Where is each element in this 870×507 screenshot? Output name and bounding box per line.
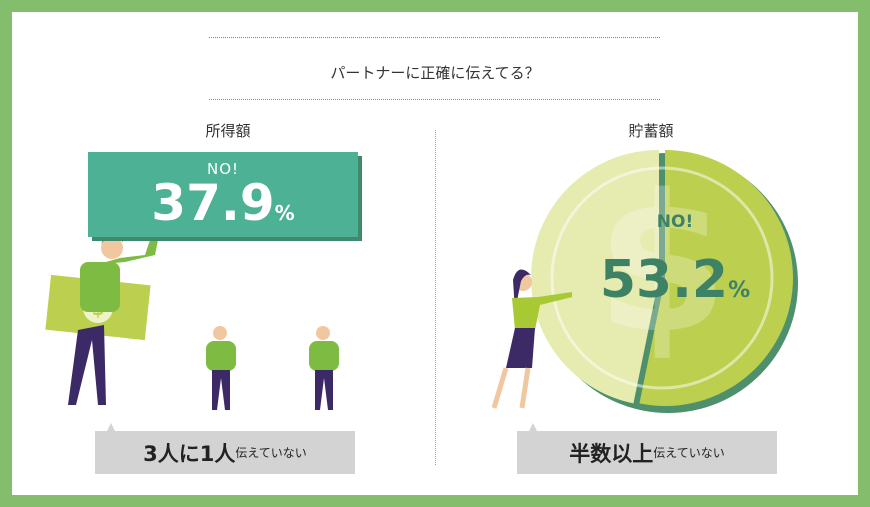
savings-heading: 貯蓄額 [628, 122, 674, 140]
income-caption-big: 3人に1人 [143, 441, 236, 466]
person-illustration-2 [309, 326, 339, 410]
income-heading: 所得額 [205, 122, 251, 140]
income-no-label: NO! [206, 160, 240, 178]
income-caption: 3人に1人 伝えていない [95, 423, 355, 474]
savings-pie-chart: $ [530, 150, 798, 413]
savings-no-label: NO! [656, 212, 694, 232]
coin-ring [550, 166, 774, 390]
center-divider [435, 130, 436, 465]
man-holding-money-illustration: $ [45, 233, 158, 405]
divider-top [209, 37, 660, 38]
income-value: 37.9 [151, 174, 275, 232]
person-illustration-1 [206, 326, 236, 410]
savings-caption: 半数以上 伝えていない [517, 423, 777, 474]
pie-slice-other [530, 150, 659, 404]
savings-caption-small: 伝えていない [653, 446, 725, 460]
pie-slice-no [639, 150, 793, 406]
income-unit: % [274, 201, 295, 225]
savings-unit: % [728, 278, 751, 303]
divider-bottom [209, 99, 660, 100]
page-title: パートナーに正確に伝えてる？ [330, 64, 540, 82]
savings-caption-big: 半数以上 [569, 441, 654, 466]
savings-value: 53.2 [599, 250, 729, 310]
dollar-icon: $ [596, 154, 728, 375]
savings-value-group: 53.2% [560, 250, 790, 310]
income-result-banner: NO! 37.9% [88, 152, 358, 237]
income-caption-small: 伝えていない [235, 446, 307, 460]
woman-pointing-illustration [491, 269, 572, 409]
